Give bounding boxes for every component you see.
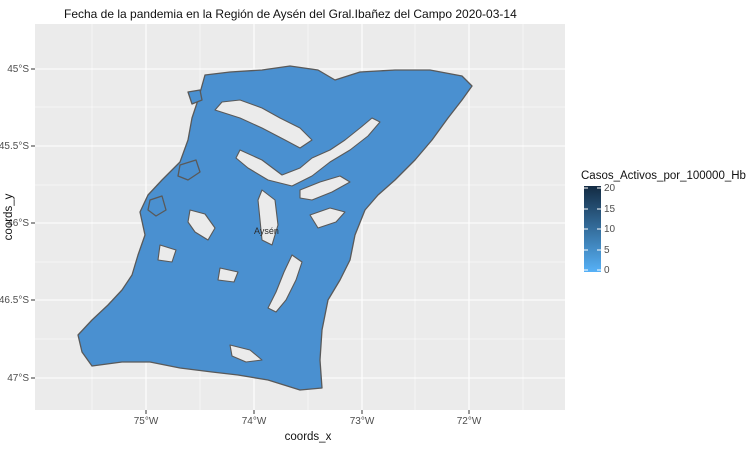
y-tick-label: 46.5°S bbox=[0, 295, 29, 306]
legend-tick-label: 20 bbox=[604, 183, 616, 194]
legend-title: Casos_Activos_por_100000_Hb bbox=[581, 170, 746, 182]
legend-tick-label: 0 bbox=[604, 265, 610, 276]
x-tick-label: 75°W bbox=[134, 416, 159, 427]
map-label-aysen: Aysén bbox=[254, 226, 279, 236]
legend-tick-label: 10 bbox=[604, 224, 616, 235]
y-tick-label: 47°S bbox=[7, 373, 29, 384]
x-tick-label: 74°W bbox=[242, 416, 267, 427]
x-axis-title: coords_x bbox=[285, 431, 332, 443]
legend: Casos_Activos_por_100000_Hb 20 15 10 5 0 bbox=[581, 170, 746, 276]
y-tick-label: 45°S bbox=[7, 64, 29, 75]
legend-tick-label: 15 bbox=[604, 204, 616, 215]
y-axis-title: coords_y bbox=[3, 193, 15, 240]
x-tick-label: 72°W bbox=[457, 416, 482, 427]
legend-tick-label: 5 bbox=[604, 245, 610, 256]
x-tick-label: 73°W bbox=[350, 416, 375, 427]
y-tick-label: 45.5°S bbox=[0, 141, 29, 152]
x-axis: 75°W 74°W 73°W 72°W bbox=[134, 410, 482, 427]
